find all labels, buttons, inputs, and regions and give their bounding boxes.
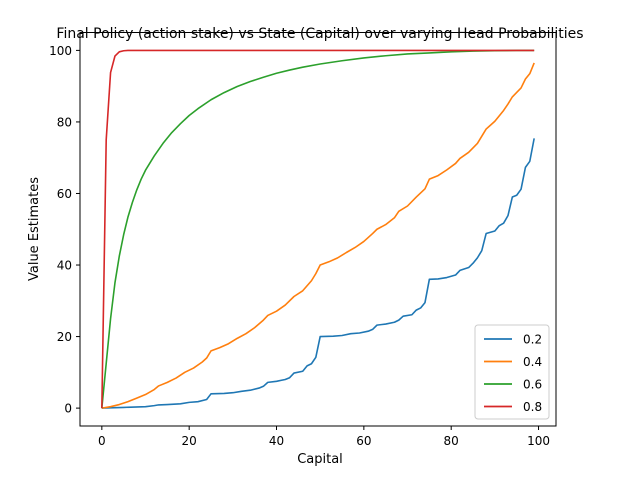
y-axis-ticks: 0 20 40 60 80 100: [49, 44, 80, 416]
y-tick-label: 100: [49, 44, 72, 58]
x-tick-label: 60: [356, 434, 371, 448]
x-axis-ticks: 0 20 40 60 80 100: [98, 426, 550, 448]
y-tick-label: 20: [57, 330, 72, 344]
series-line-0.2: [101, 138, 535, 409]
x-tick-label: 0: [98, 434, 106, 448]
x-tick-label: 80: [444, 434, 459, 448]
series-lines: [101, 49, 535, 409]
y-tick-label: 80: [57, 115, 72, 129]
series-line-0.8: [101, 49, 535, 409]
y-tick-label: 40: [57, 259, 72, 273]
x-tick-label: 100: [527, 434, 550, 448]
legend-label: 0.6: [523, 378, 542, 392]
legend-box: [474, 324, 550, 420]
legend: 0.2 0.4 0.6 0.8: [474, 324, 550, 420]
chart-title: Final Policy (action stake) vs State (Ca…: [56, 26, 583, 42]
plot-area-frame: [79, 32, 557, 427]
x-axis-label: Capital: [297, 452, 343, 467]
y-tick-label: 60: [57, 187, 72, 201]
legend-label: 0.2: [523, 333, 542, 347]
legend-label: 0.8: [523, 400, 542, 414]
series-line-0.6: [101, 49, 535, 409]
y-axis-label: Value Estimates: [27, 177, 42, 281]
series-line-0.4: [101, 62, 535, 409]
legend-label: 0.4: [523, 355, 542, 369]
x-tick-label: 40: [269, 434, 284, 448]
legend-items: 0.2 0.4 0.6 0.8: [484, 333, 542, 414]
x-tick-label: 20: [182, 434, 197, 448]
y-tick-label: 0: [64, 402, 72, 416]
